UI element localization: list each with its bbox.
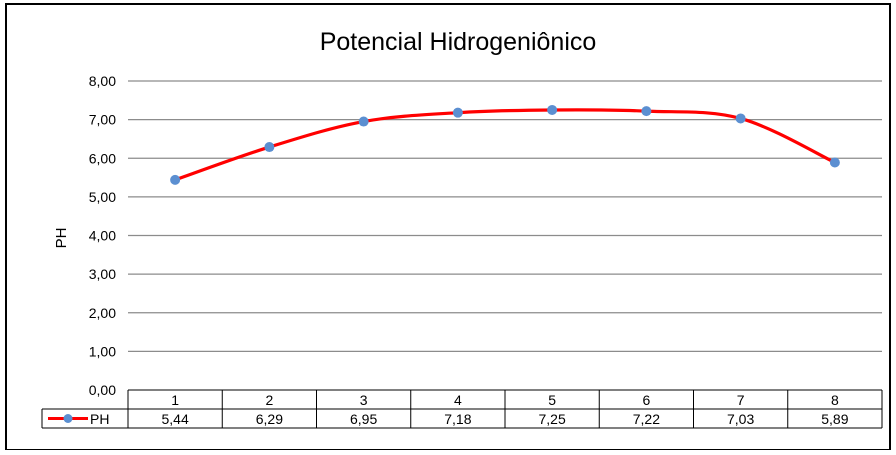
data-point	[829, 157, 840, 168]
data-point	[735, 113, 746, 124]
y-tick-label: 1,00	[89, 343, 116, 359]
data-point	[547, 104, 558, 115]
y-tick-label: 6,00	[89, 150, 116, 166]
legend-label: PH	[90, 411, 109, 427]
y-tick-label: 3,00	[89, 266, 116, 282]
chart-title: Potencial Hidrogeniônico	[320, 28, 597, 56]
y-tick-label: 4,00	[89, 228, 116, 244]
table-value-label: 5,89	[821, 411, 848, 427]
x-category-label: 3	[360, 392, 368, 408]
y-tick-label: 7,00	[89, 112, 116, 128]
data-point	[358, 116, 369, 127]
table-value-label: 6,29	[256, 411, 283, 427]
grid-lines	[128, 80, 882, 352]
data-point	[641, 106, 652, 117]
x-category-label: 7	[737, 392, 745, 408]
x-category-label: 1	[171, 392, 179, 408]
y-tick-label: 2,00	[89, 305, 116, 321]
table-value-label: 7,03	[727, 411, 754, 427]
x-category-label: 6	[642, 392, 650, 408]
x-category-label: 4	[454, 392, 462, 408]
x-category-label: 5	[548, 392, 556, 408]
chart-border	[5, 3, 891, 451]
x-category-label: 8	[831, 392, 839, 408]
y-tick-label: 8,00	[89, 73, 116, 89]
y-tick-labels: 0,00 1,00 2,00 3,00 4,00 5,00 6,00 7,00 8,00	[89, 73, 116, 398]
series-markers	[170, 104, 840, 185]
table-value-label: 5,44	[162, 411, 189, 427]
x-category-label: 2	[265, 392, 273, 408]
data-point	[452, 107, 463, 118]
table-value-label: 6,95	[350, 411, 377, 427]
y-axis-label: PH	[53, 228, 70, 249]
data-point	[170, 174, 181, 185]
y-tick-label: 0,00	[89, 382, 116, 398]
table-value-label: 7,22	[633, 411, 660, 427]
legend-marker	[63, 414, 73, 423]
data-table: 1 2 3 4 5 6 7 8 5,44 6,29 6,95 7,18 7,25 7,22 7,03 5,89…	[41, 389, 883, 429]
data-point	[264, 142, 275, 153]
table-value-label: 7,25	[539, 411, 566, 427]
y-tick-label: 5,00	[89, 189, 116, 205]
table-value-label: 7,18	[444, 411, 471, 427]
